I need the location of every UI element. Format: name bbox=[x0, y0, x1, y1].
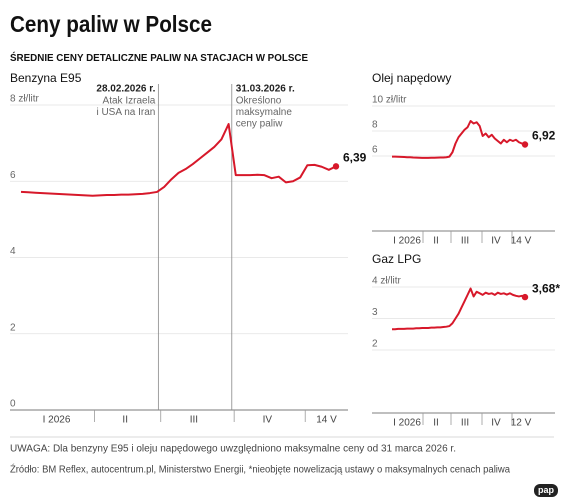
end-point bbox=[332, 163, 340, 170]
source: Źródło: BM Reflex, autocentrum.pl, Minis… bbox=[10, 463, 510, 476]
y-tick-label: 2 bbox=[10, 322, 16, 333]
subtitle: ŚREDNIE CENY DETALICZNE PALIW NA STACJAC… bbox=[10, 51, 308, 64]
x-tick-label: IV bbox=[491, 236, 501, 247]
x-tick-label: II bbox=[122, 415, 128, 426]
y-tick-label: 4 zł/litr bbox=[372, 276, 402, 287]
x-tick-label: III bbox=[190, 415, 198, 426]
y-tick-label: 4 bbox=[10, 246, 16, 257]
x-tick-label: 14 V bbox=[316, 415, 337, 426]
x-tick-label: I 2026 bbox=[43, 415, 71, 426]
annotation-text: Atak Izraela bbox=[103, 96, 156, 107]
value-label: 6,39 bbox=[343, 151, 367, 165]
annotation-text: ceny paliw bbox=[236, 119, 283, 130]
note: UWAGA: Dla benzyny E95 i oleju napędoweg… bbox=[10, 444, 456, 455]
x-tick-label: II bbox=[433, 236, 439, 247]
chart-title: Benzyna E95 bbox=[10, 71, 82, 85]
y-tick-label: 0 bbox=[10, 399, 16, 410]
y-tick-label: 6 bbox=[372, 145, 378, 156]
chart-title: Gaz LPG bbox=[372, 252, 421, 266]
annotation-text: Określono bbox=[236, 96, 282, 107]
annotation-text: i USA na Iran bbox=[96, 107, 155, 118]
line bbox=[392, 287, 526, 331]
chart-title: Olej napędowy bbox=[372, 71, 451, 85]
x-tick-label: 14 V bbox=[511, 236, 532, 247]
y-tick-label: 10 zł/litr bbox=[372, 95, 407, 106]
x-tick-label: IV bbox=[263, 415, 273, 426]
y-tick-label: 8 bbox=[372, 120, 378, 131]
value-label: 3,68* bbox=[532, 281, 560, 295]
line bbox=[392, 120, 526, 159]
title: Ceny paliw w Polsce bbox=[10, 11, 212, 37]
x-tick-label: I 2026 bbox=[393, 236, 421, 247]
x-tick-label: III bbox=[461, 236, 469, 247]
annotation-text: maksymalne bbox=[236, 107, 293, 118]
x-tick-label: III bbox=[461, 418, 469, 429]
y-tick-label: 6 bbox=[10, 170, 16, 181]
end-point bbox=[521, 293, 529, 301]
x-tick-label: IV bbox=[491, 418, 501, 429]
annotation-date: 28.02.2026 r. bbox=[96, 84, 155, 95]
line bbox=[20, 123, 337, 197]
annotation-date: 31.03.2026 r. bbox=[236, 84, 295, 95]
logo: pap bbox=[538, 485, 555, 495]
end-point bbox=[521, 141, 529, 148]
value-label: 6,92 bbox=[532, 129, 556, 143]
y-tick-label: 3 bbox=[372, 307, 378, 318]
x-tick-label: 12 V bbox=[511, 418, 532, 429]
logo-badge bbox=[534, 484, 558, 497]
y-tick-label: 2 bbox=[372, 339, 378, 350]
x-tick-label: II bbox=[433, 418, 439, 429]
y-tick-label: 8 zł/litr bbox=[10, 94, 40, 105]
x-tick-label: I 2026 bbox=[393, 418, 421, 429]
